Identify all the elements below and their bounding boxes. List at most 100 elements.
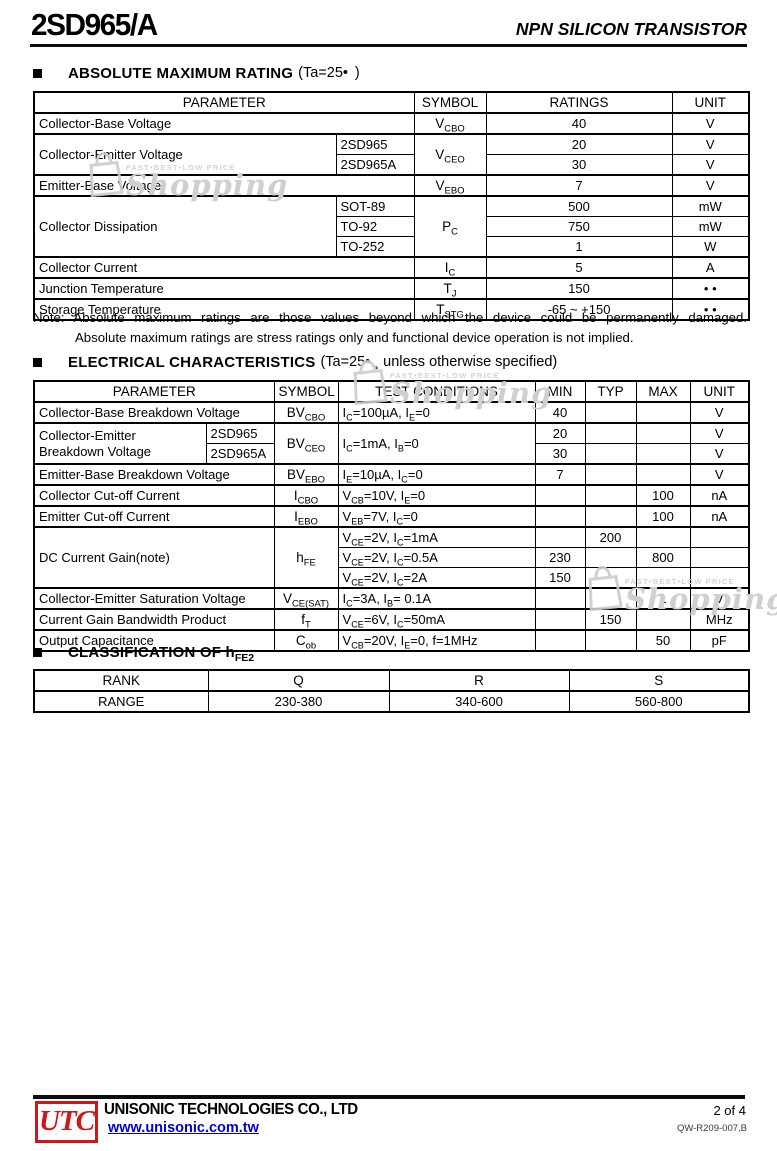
parameter-cell: Current Gain Bandwidth Product	[33, 608, 275, 631]
typ-cell: 150	[584, 608, 637, 631]
symbol-cell: TJ	[413, 277, 487, 300]
test-condition-cell: VCE=2V, IC=1mA	[337, 526, 536, 548]
model-cell: 2SD965A	[205, 443, 275, 465]
test-condition-cell: VCE=6V, IC=50mA	[337, 608, 536, 631]
table-row: TO-252 1 W	[34, 236, 750, 258]
max-cell	[635, 608, 691, 631]
rating-cell: 40	[485, 112, 673, 135]
unit-cell: mW	[671, 195, 750, 217]
symbol-cell: VCE(SAT)	[273, 587, 339, 610]
unit-cell: • •	[671, 277, 750, 300]
company-url-link[interactable]: www.unisonic.com.tw	[108, 1120, 259, 1136]
table-row: Storage Temperature TSTG -65 ~ +150 • •	[33, 298, 750, 321]
min-cell: 40	[534, 401, 586, 424]
range-label-cell: RANGE	[33, 690, 209, 713]
parameter-cell: Collector Cut-off Current	[33, 484, 275, 507]
symbol-cell: BVCEO	[273, 422, 339, 465]
typ-cell	[584, 463, 637, 486]
typ-cell	[584, 505, 637, 528]
unit-cell: V	[671, 174, 750, 197]
rating-cell: 7	[485, 174, 673, 197]
rating-cell: -65 ~ +150	[485, 298, 673, 321]
test-condition-cell: VCE=2V, IC=0.5A	[337, 547, 536, 568]
section-electrical-characteristics: ELECTRICAL CHARACTERISTICS (Ta=25• ¸ unl…	[33, 353, 557, 371]
rating-cell: 5	[485, 256, 673, 279]
utc-logo: UTC	[35, 1101, 98, 1143]
max-cell: 800	[635, 547, 691, 568]
parameter-cell: Collector-Emitter Saturation Voltage	[33, 587, 275, 610]
table-row: Collector-Emitter Voltage 2SD965 VCEO 20…	[33, 133, 750, 176]
symbol-cell: Cob	[273, 629, 339, 652]
table-row: Emitter Cut-off Current IEBO VEB=7V, IC=…	[33, 505, 750, 528]
parameter-line-2: Breakdown Voltage	[39, 443, 152, 459]
min-cell	[534, 629, 586, 652]
table-row: TO-92 750 mW	[34, 216, 750, 237]
parameter-cell: Emitter Cut-off Current	[33, 505, 275, 528]
unit-cell	[689, 567, 750, 589]
test-condition-cell: VCB=10V, IE=0	[337, 484, 536, 507]
rank-r-cell: R	[388, 669, 570, 692]
unit-cell: V	[689, 401, 750, 424]
unit-cell: W	[671, 236, 750, 258]
max-cell	[635, 463, 691, 486]
document-code: QW-R209-007,B	[676, 1123, 747, 1134]
model-cell: 2SD965	[205, 422, 275, 444]
unit-cell: V	[671, 154, 750, 176]
parameter-cell: Collector-Emitter Breakdown Voltage	[33, 422, 207, 465]
section-absolute-maximum-rating: ABSOLUTE MAXIMUM RATING (Ta=25• )	[33, 64, 360, 82]
table-row: Emitter-Base Voltage VEBO 7 V	[33, 174, 750, 197]
parameter-cell: Collector-Base Voltage	[33, 112, 415, 135]
table-row: Collector Current IC 5 A	[33, 256, 750, 279]
part-number-title: 2SD965/A	[31, 7, 158, 42]
model-cell: 2SD965A	[335, 154, 415, 176]
table-row: Collector Dissipation SOT-89 PC 500 mW	[33, 195, 750, 258]
typ-cell	[584, 587, 637, 610]
min-cell	[534, 608, 586, 631]
test-condition-cell: VEB=7V, IC=0	[337, 505, 536, 528]
max-cell: 1	[635, 587, 691, 610]
col-header-parameter: PARAMETER	[33, 91, 415, 114]
absolute-maximum-rating-table: PARAMETER SYMBOL RATINGS UNIT Collector-…	[33, 91, 751, 321]
symbol-cell: BVCBO	[273, 401, 339, 424]
min-cell	[534, 587, 586, 610]
parameter-cell: Storage Temperature	[33, 298, 415, 321]
square-bullet-icon	[33, 647, 42, 657]
watermark-tagline: FAST•BEST•LOW PRICE	[390, 371, 500, 380]
parameter-cell: Junction Temperature	[33, 277, 415, 300]
test-condition-cell: IE=10µA, IC=0	[337, 463, 536, 486]
max-cell	[635, 443, 691, 465]
test-condition-cell: IC=1mA, IB=0	[337, 422, 536, 465]
device-type-title: NPN SILICON TRANSISTOR	[515, 19, 747, 39]
model-cell: 2SD965	[335, 133, 415, 155]
test-condition-cell: VCB=20V, IE=0, f=1MHz	[337, 629, 536, 652]
section-condition: (Ta=25• )	[298, 65, 360, 81]
package-cell: TO-252	[335, 236, 415, 258]
symbol-cell: hFE	[273, 526, 339, 589]
electrical-characteristics-table: PARAMETER SYMBOL TEST CONDITIONS MIN TYP…	[33, 380, 751, 652]
table-row: Collector-Base Breakdown Voltage BVCBO I…	[33, 401, 750, 424]
rating-cell: 500	[485, 195, 673, 217]
typ-cell	[584, 629, 637, 652]
package-cell: SOT-89	[335, 195, 415, 217]
parameter-cell: Emitter-Base Voltage	[33, 174, 415, 197]
parameter-cell: DC Current Gain(note)	[33, 526, 275, 589]
min-cell	[534, 484, 586, 507]
max-cell	[635, 567, 691, 589]
table-header-row: PARAMETER SYMBOL RATINGS UNIT	[33, 91, 750, 114]
table-row: Junction Temperature TJ 150 • •	[33, 277, 750, 300]
range-q-cell: 230-380	[207, 690, 390, 713]
table-row: Output Capacitance Cob VCB=20V, IE=0, f=…	[33, 629, 750, 652]
company-name: UNISONIC TECHNOLOGIES CO., LTD	[104, 1101, 358, 1118]
header-rule	[30, 44, 747, 47]
unit-cell: nA	[689, 484, 750, 507]
symbol-cell: IC	[413, 256, 487, 279]
section-classification-hfe2: CLASSIFICATION OF hFE2	[33, 643, 254, 663]
col-header-max: MAX	[635, 380, 691, 403]
col-header-unit: UNIT	[671, 91, 750, 114]
parameter-cell: Collector-Base Breakdown Voltage	[33, 401, 275, 424]
rank-label-cell: RANK	[33, 669, 209, 692]
unit-cell: A	[671, 256, 750, 279]
table-row: Collector Cut-off Current ICBO VCB=10V, …	[33, 484, 750, 507]
col-header-ratings: RATINGS	[485, 91, 673, 114]
